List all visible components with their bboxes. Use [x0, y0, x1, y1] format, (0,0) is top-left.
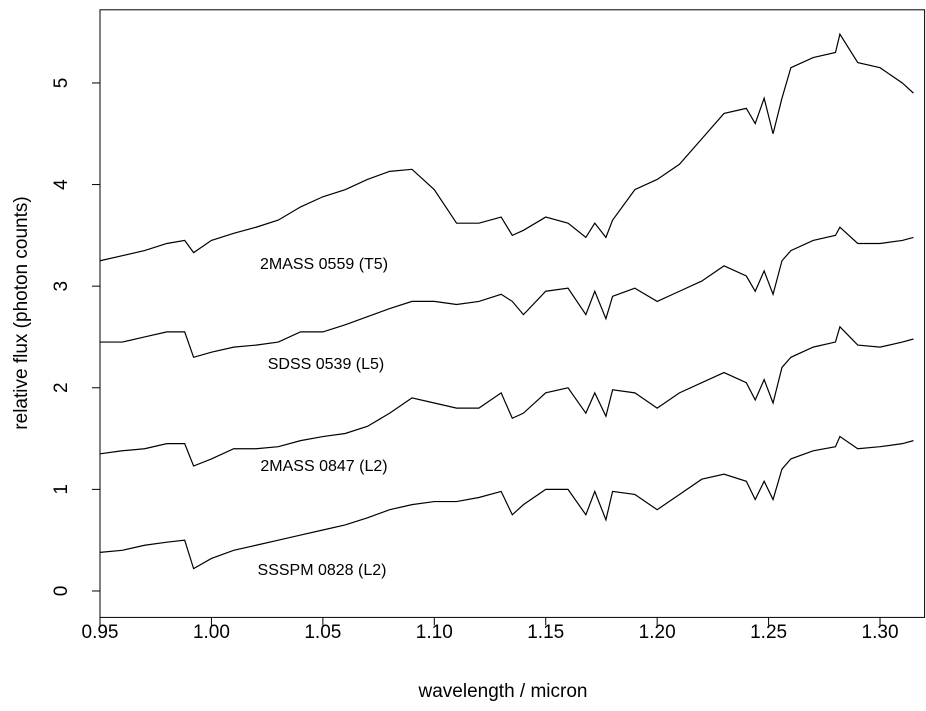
- series-label: SSSPM 0828 (L2): [258, 562, 387, 579]
- spectrum-line: [99, 32, 914, 262]
- y-tick-label: 5: [51, 78, 72, 89]
- y-tick-label: 0: [51, 586, 72, 597]
- y-tick-label: 1: [51, 484, 72, 495]
- y-tick-label: 4: [51, 179, 72, 190]
- x-tick-label: 1.25: [750, 622, 787, 643]
- spectrum-line: [99, 325, 914, 467]
- y-tick-label: 2: [51, 382, 72, 393]
- series-label: SDSS 0539 (L5): [268, 356, 385, 373]
- x-tick-label: 1.10: [416, 622, 453, 643]
- x-tick-label: 1.00: [193, 622, 230, 643]
- x-tick-label: 1.15: [527, 622, 564, 643]
- x-tick-label: 1.20: [639, 622, 676, 643]
- y-tick-label: 3: [51, 281, 72, 292]
- x-axis-label: wavelength / micron: [418, 681, 588, 702]
- series-label: 2MASS 0847 (L2): [260, 458, 387, 475]
- spectrum-line: [100, 226, 914, 359]
- x-tick-label: 1.05: [304, 622, 341, 643]
- x-tick-label: 1.30: [862, 622, 899, 643]
- x-tick-label: 0.95: [82, 622, 119, 643]
- y-axis-label: relative flux (photon counts): [11, 196, 32, 429]
- spectrum-line: [99, 435, 914, 570]
- series-label: 2MASS 0559 (T5): [260, 256, 388, 273]
- plot-frame: [99, 9, 926, 618]
